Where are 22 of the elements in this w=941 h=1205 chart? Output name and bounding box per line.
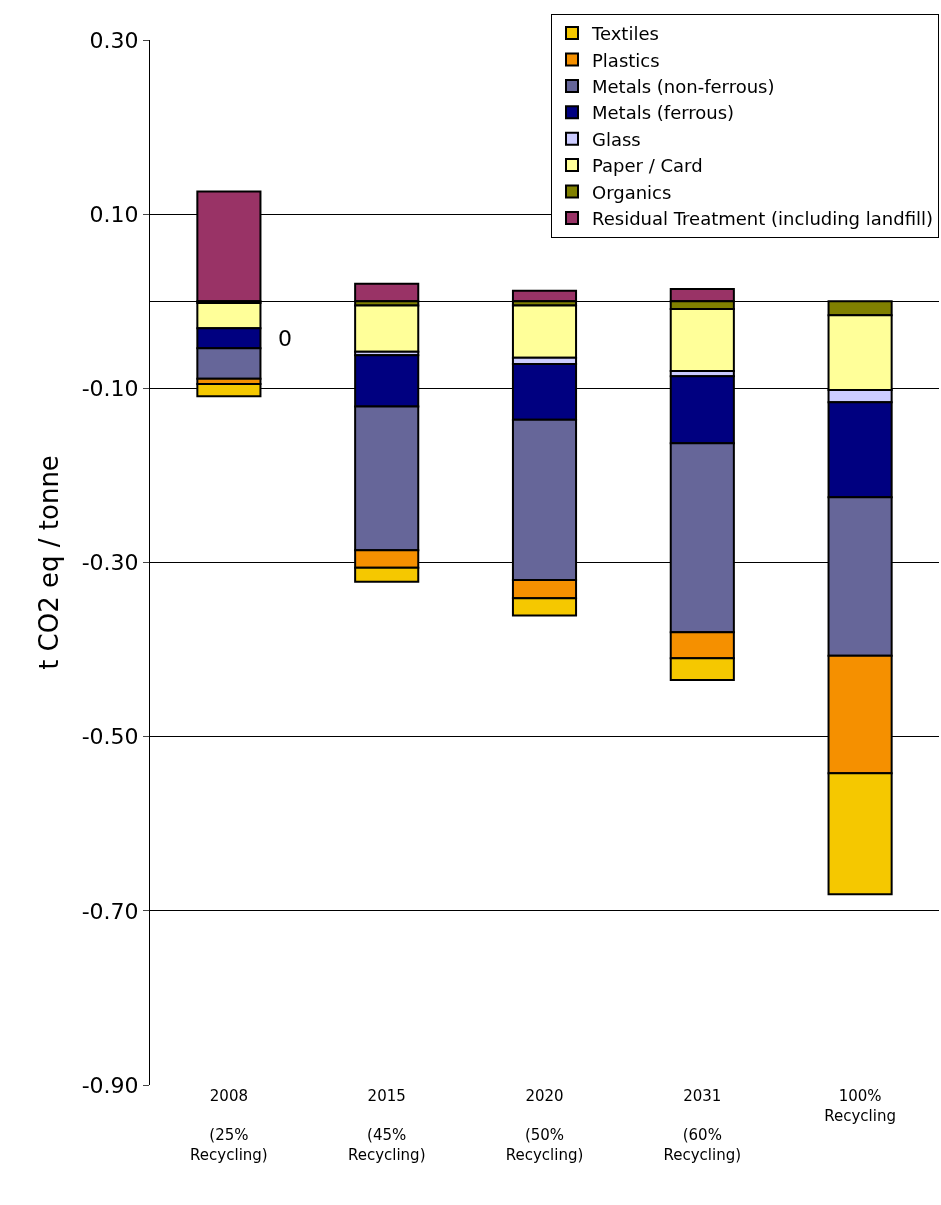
annotation: 0 bbox=[278, 326, 292, 351]
y-tick-label: 0.30 bbox=[89, 27, 139, 53]
y-axis-title: t CO2 eq / tonne bbox=[34, 455, 65, 670]
y-tick-label: 0.10 bbox=[89, 201, 139, 227]
y-tick-label: -0.90 bbox=[81, 1072, 139, 1098]
y-tick-label: -0.10 bbox=[81, 376, 139, 402]
y-tick-label: -0.70 bbox=[81, 898, 139, 924]
category-label: 2008 (25% Recycling) bbox=[190, 1087, 268, 1164]
legend-label: Metals (ferrous) bbox=[592, 102, 735, 124]
legend-label: Organics bbox=[592, 181, 672, 203]
legend-label: Residual Treatment (including landfill) bbox=[592, 207, 933, 229]
y-tick-label: -0.30 bbox=[81, 550, 139, 576]
legend-label: Plastics bbox=[592, 49, 660, 71]
legend-label: Textiles bbox=[591, 23, 659, 45]
x-tick-label: 100% Recycling bbox=[824, 1087, 896, 1125]
legend-label: Glass bbox=[592, 128, 641, 150]
category-label: 2031 (60% Recycling) bbox=[663, 1087, 742, 1164]
category-label: 2015 (45% Recycling) bbox=[347, 1087, 426, 1164]
category-label: 2020 (50% Recycling) bbox=[505, 1087, 584, 1164]
y-tick-label: -0.50 bbox=[81, 724, 139, 750]
legend-label: Metals (non-ferrous) bbox=[592, 75, 775, 97]
legend-label: Paper / Card bbox=[592, 155, 703, 177]
